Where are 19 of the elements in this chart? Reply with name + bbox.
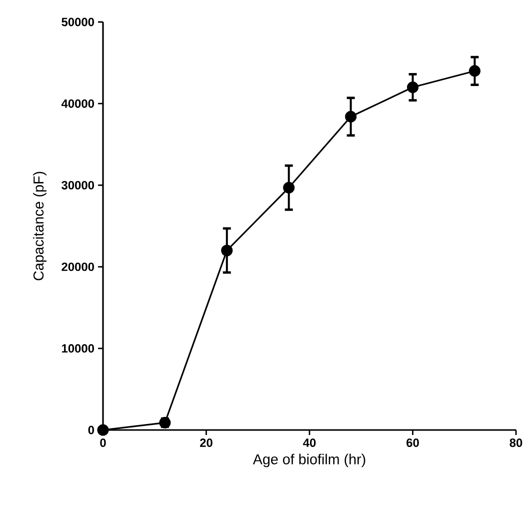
x-tick-label: 60 — [406, 438, 419, 447]
y-tick-label: 0 — [88, 426, 94, 434]
x-tick-label: 20 — [200, 438, 212, 447]
x-tick-label: 80 — [510, 438, 522, 447]
x-tick-label: 0 — [100, 438, 106, 447]
point — [468, 65, 480, 77]
point — [406, 82, 419, 94]
y-tick-label: 20000 — [62, 262, 94, 272]
y-tick-label: 50000 — [62, 18, 94, 26]
point — [345, 110, 357, 122]
y-axis-title: Capacitance (pF) — [33, 172, 46, 280]
x-axis-title: Age of biofilm (hr) — [252, 454, 366, 468]
y-tick-label: 40000 — [61, 99, 94, 108]
point — [283, 182, 295, 194]
point — [221, 244, 233, 256]
y-tick-label: 10000 — [62, 344, 94, 353]
x-tick-label: 40 — [303, 438, 316, 447]
y-tick-label: 30000 — [62, 180, 94, 190]
point — [97, 424, 109, 436]
